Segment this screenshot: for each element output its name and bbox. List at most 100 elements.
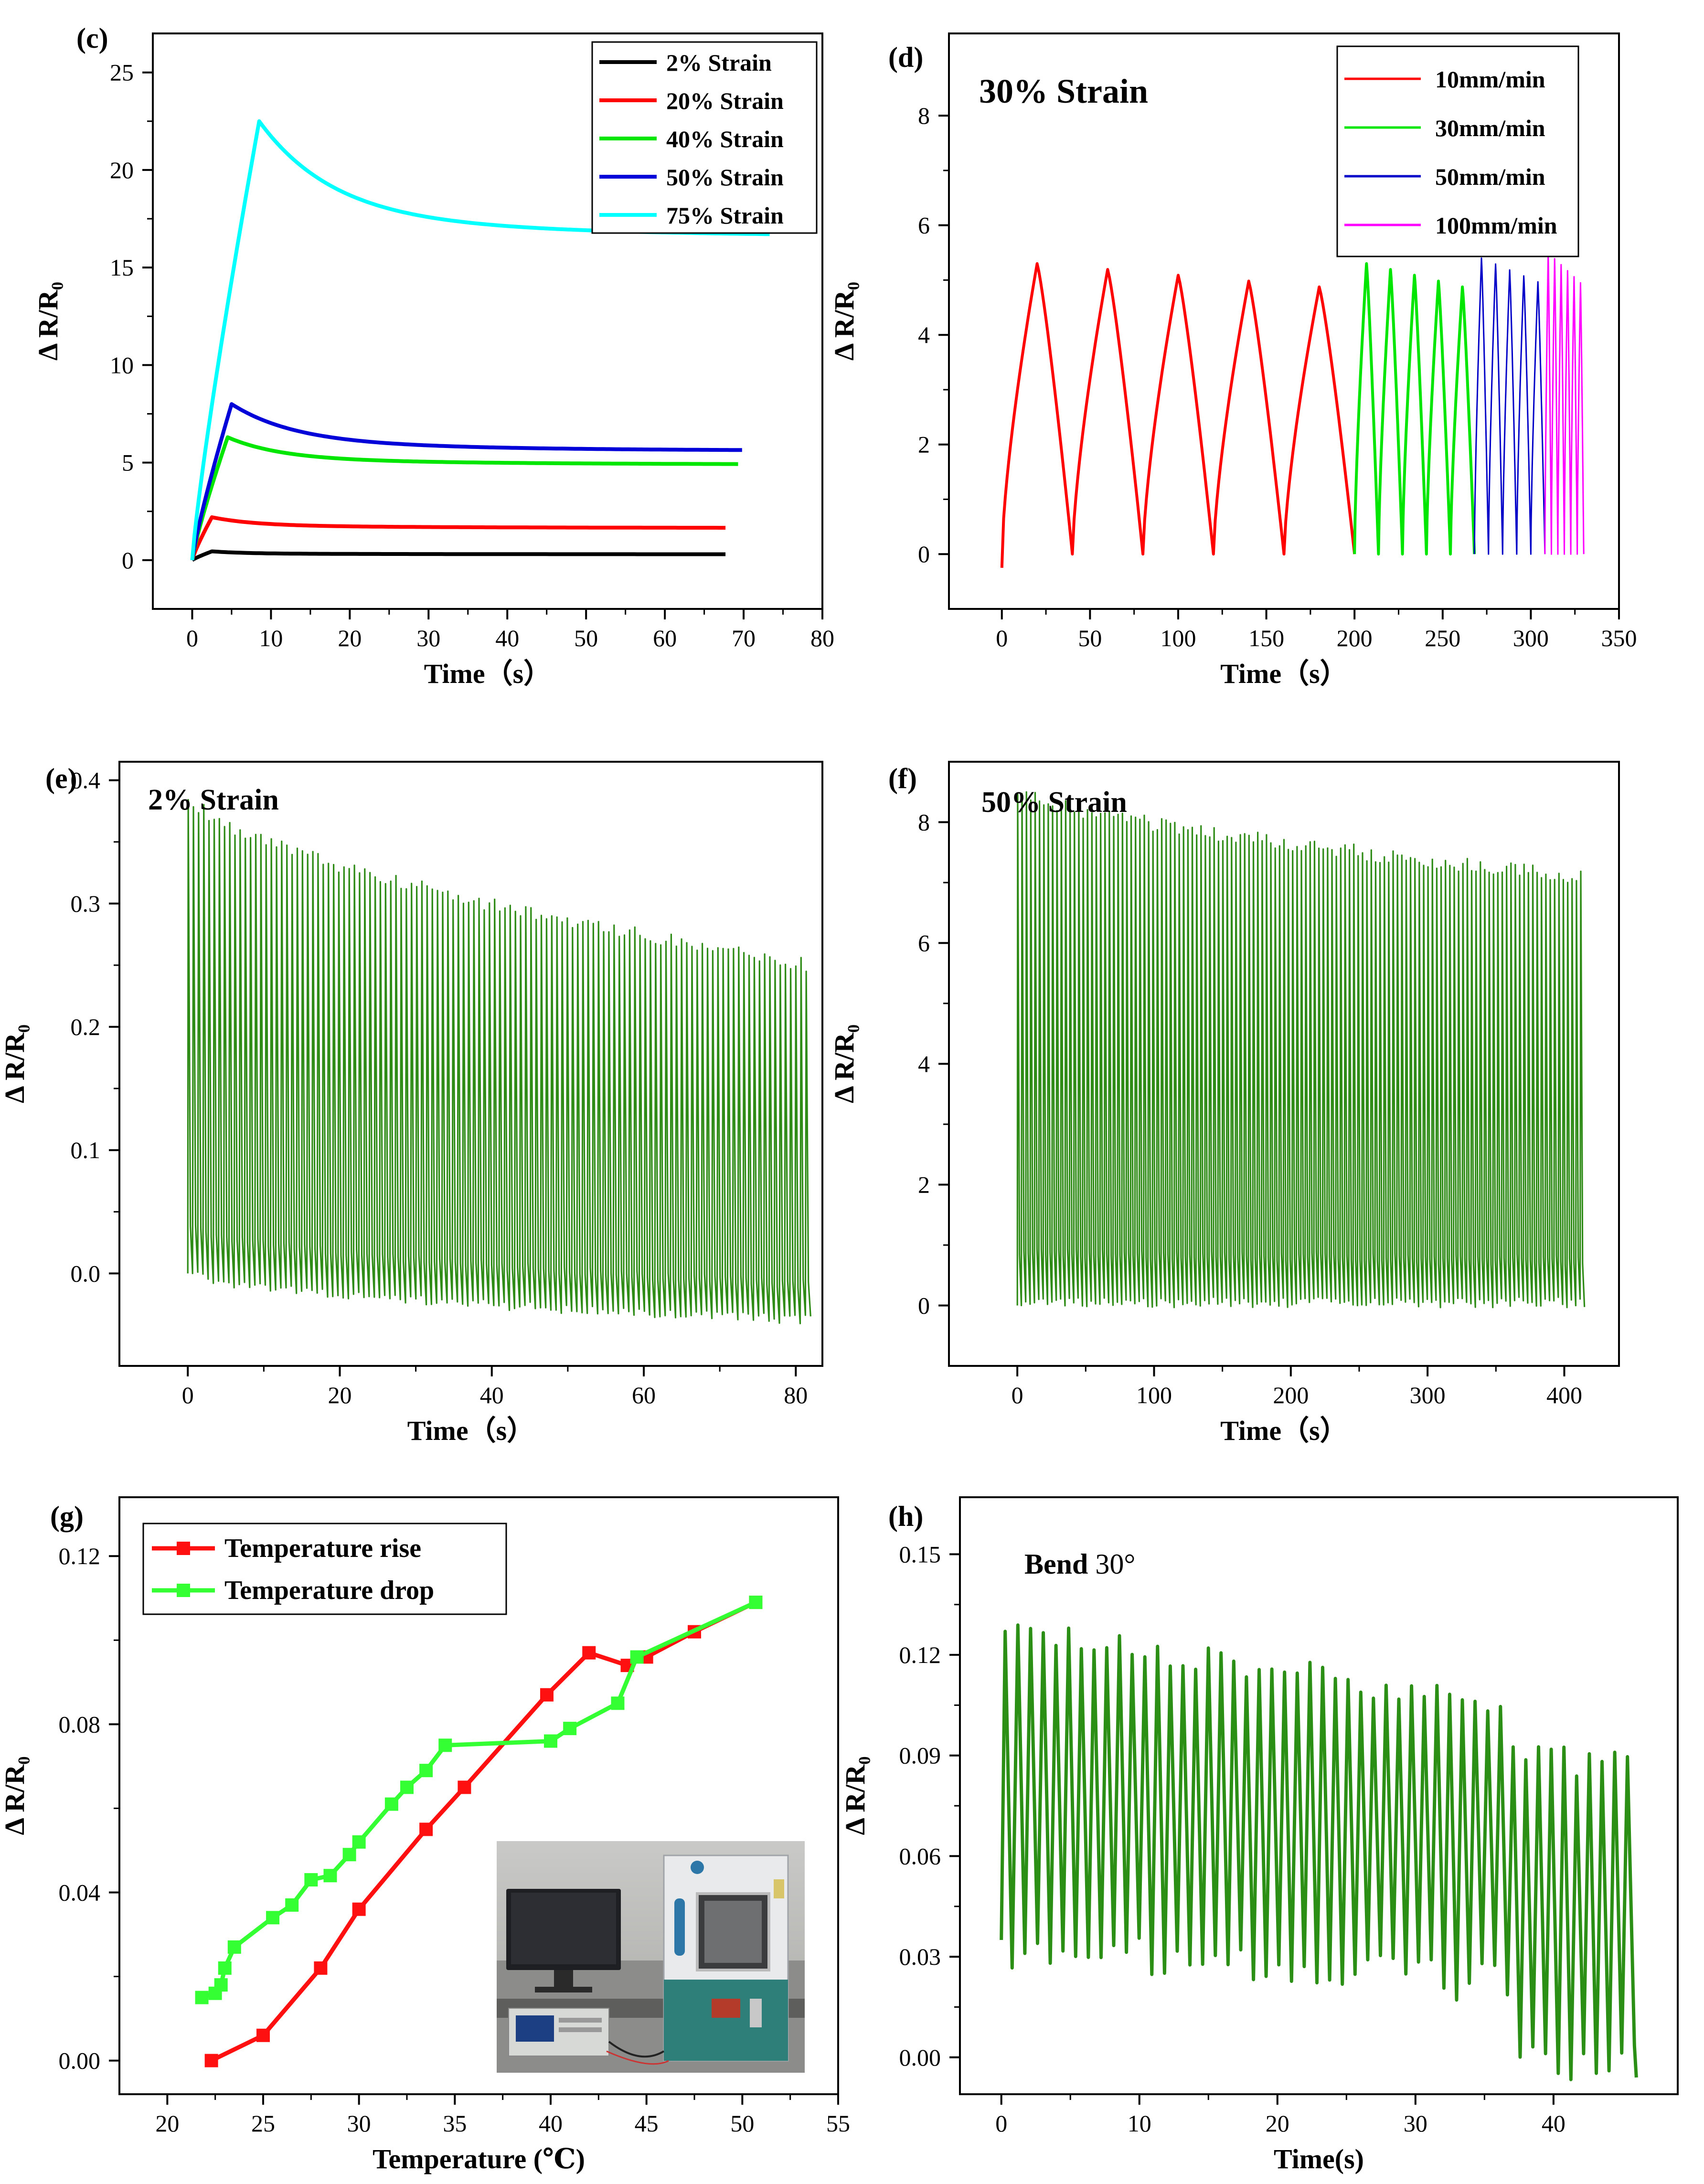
data-point: [266, 1911, 280, 1925]
data-point: [540, 1688, 554, 1702]
panel-e: 0 20 40 60 80 0.0 0.1 0.2 0.3 0.4 Time（s） Δ R/R₀ (e)…: [0, 761, 823, 1446]
panel-letter: (e): [45, 763, 77, 794]
x-tick-label: 40: [495, 625, 519, 651]
series-line-3: [190, 435, 738, 561]
y-tick-label: 0: [122, 547, 134, 574]
data-point: [227, 1940, 241, 1954]
y-tick-label: 25: [110, 59, 134, 86]
y-tick-label: 0.2: [71, 1013, 101, 1040]
x-tick-label: 250: [1425, 625, 1460, 651]
panel-letter: (f): [888, 763, 917, 794]
x-tick-label: 55: [826, 2110, 850, 2137]
panel-f: 0 100 200 300 400 0 2 4 6 8 Time（s） Δ R/R₀ (f) 50% St…: [829, 761, 1620, 1446]
plot-frame: [118, 761, 823, 1367]
legend-marker: [177, 1584, 190, 1597]
x-tick-label: 200: [1337, 625, 1373, 651]
data-point: [582, 1646, 596, 1660]
x-tick-label: 20: [1266, 2110, 1289, 2137]
series-line-2: [1353, 262, 1476, 556]
data-point: [256, 2028, 270, 2042]
x-tick-label: 35: [443, 2110, 467, 2137]
x-axis-label: Time(s): [1274, 2143, 1364, 2174]
y-axis-label: Δ R/R₀: [829, 1024, 860, 1103]
data-point: [438, 1738, 452, 1752]
y-tick-label: 0.0: [71, 1260, 101, 1287]
panel-g: 20 25 30 35 40 45 50 55 0.00 0.04 0.08 0.12 Temperat…: [0, 1496, 850, 2174]
legend-box: [1336, 45, 1579, 257]
panel-c: 0 10 20 30 40 50 60 70 80 0 5 10 15 20 25 Time（s） Δ R/R₀…: [32, 22, 834, 689]
legend-label: 20% Strain: [666, 87, 784, 114]
y-tick-label: 2: [918, 1172, 930, 1198]
data-point: [419, 1764, 433, 1778]
x-tick-label: 50: [1078, 625, 1102, 651]
y-axis-label: Δ R/R₀: [840, 1757, 871, 1835]
plot-area: [1000, 252, 1585, 568]
y-tick-label: 6: [918, 212, 930, 239]
plot-area: [1000, 1623, 1638, 2081]
legend-label: 40% Strain: [666, 126, 784, 152]
data-point: [630, 1650, 644, 1664]
x-tick-label: 40: [1542, 2110, 1566, 2137]
x-axis-label: Time（s）: [424, 658, 551, 689]
data-point: [195, 1991, 209, 2004]
data-point: [214, 1978, 228, 1992]
x-tick-label: 0: [186, 625, 198, 651]
x-tick-label: 40: [539, 2110, 563, 2137]
y-tick-label: 0.1: [71, 1137, 101, 1163]
data-point: [749, 1596, 763, 1609]
y-tick-label: 0.04: [59, 1879, 101, 1906]
x-axis-label: Time（s）: [407, 1415, 534, 1446]
y-tick-label: 4: [918, 321, 930, 348]
x-tick-label: 10: [1128, 2110, 1151, 2137]
x-tick-label: 30: [416, 625, 440, 651]
plot-area: [1016, 791, 1586, 1309]
x-tick-label: 100: [1160, 625, 1196, 651]
y-tick-label: 15: [110, 254, 134, 281]
plot-frame: [152, 32, 823, 610]
legend-box: [142, 1523, 507, 1615]
y-axis-label: Δ R/R₀: [32, 282, 64, 361]
x-tick-label: 300: [1513, 625, 1549, 651]
legend-label: 50% Strain: [666, 164, 784, 191]
y-tick-label: 0: [918, 541, 930, 567]
data-point: [304, 1873, 318, 1887]
annotation: 50% Strain: [981, 786, 1127, 819]
series-line-2: [190, 515, 726, 561]
y-tick-label: 10: [110, 352, 134, 378]
y-tick-label: 5: [122, 449, 134, 476]
x-tick-label: 25: [251, 2110, 275, 2137]
plot-frame: [959, 1496, 1679, 2095]
x-tick-label: 200: [1273, 1382, 1309, 1408]
panel-letter: (g): [50, 1501, 84, 1532]
series-line-4: [1544, 252, 1585, 555]
y-axis-label: Δ R/R₀: [0, 1757, 30, 1835]
annotation: Bend 30°: [1024, 1548, 1135, 1580]
x-tick-label: 80: [810, 625, 834, 651]
data-point: [419, 1822, 433, 1836]
data-point: [352, 1902, 366, 1916]
y-tick-label: 0.15: [899, 1541, 941, 1567]
annotation: 30% Strain: [979, 72, 1148, 110]
y-tick-label: 0.00: [59, 2047, 101, 2074]
panel-letter: (h): [888, 1501, 923, 1532]
legend-marker: [177, 1542, 190, 1555]
legend-label: 100mm/min: [1435, 212, 1557, 239]
series-line-1: [1000, 262, 1356, 568]
legend-label: 2% Strain: [666, 49, 772, 76]
y-axis-label: Δ R/R₀: [0, 1024, 30, 1103]
data-point: [384, 1797, 398, 1811]
y-tick-label: 0.08: [59, 1711, 101, 1737]
x-tick-label: 20: [338, 625, 362, 651]
data-point: [342, 1848, 356, 1862]
y-tick-label: 4: [918, 1051, 930, 1077]
data-point: [218, 1961, 232, 1975]
y-tick-label: 0.3: [71, 890, 101, 917]
legend-label: 50mm/min: [1435, 163, 1545, 190]
series-line: [1000, 1623, 1638, 2081]
data-point: [611, 1696, 625, 1710]
y-tick-label: 0.06: [899, 1843, 941, 1869]
y-tick-label: 0.09: [899, 1742, 941, 1769]
data-point: [285, 1898, 299, 1912]
x-axis-label: Time（s）: [1220, 1415, 1347, 1446]
x-axis-label: Temperature (℃): [373, 2143, 585, 2174]
